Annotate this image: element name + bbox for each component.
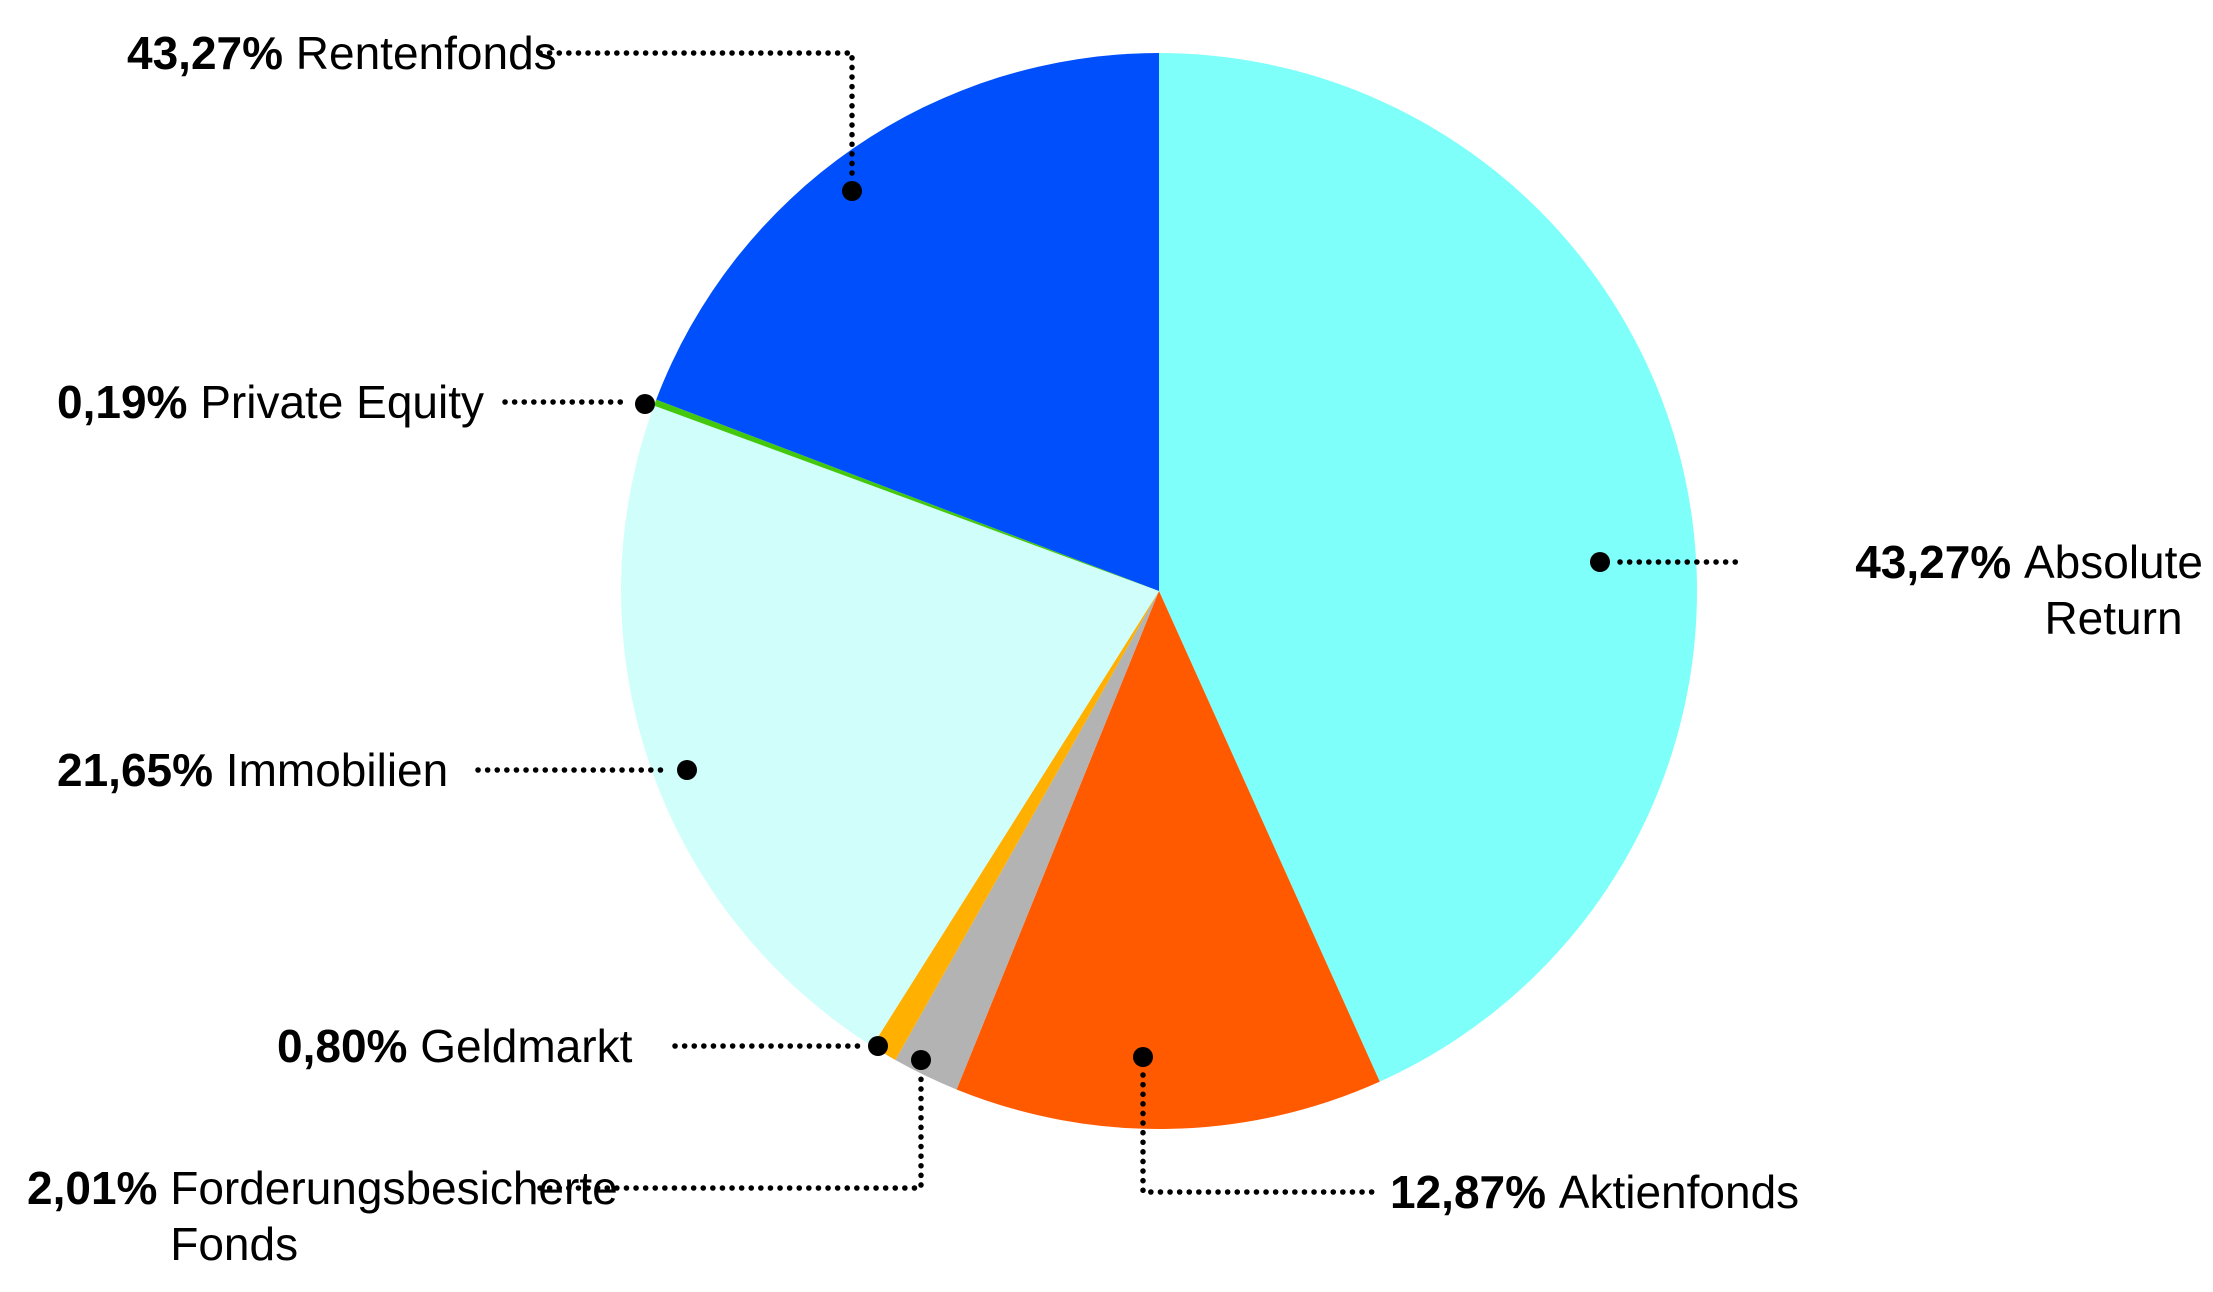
segment-value-rentenfonds: 43,27% bbox=[127, 27, 284, 79]
segment-label-forderungsbesicherte-fonds: 2,01% Forderungsbesicherte Fonds bbox=[27, 1160, 618, 1272]
leader-dot-private-equity bbox=[635, 394, 655, 414]
segment-value-forderungsbesicherte-fonds: 2,01% bbox=[27, 1162, 158, 1214]
segment-label-absolute-return: 43,27% Absolute Return bbox=[1855, 534, 2203, 646]
segment-value-aktienfonds: 12,87% bbox=[1390, 1166, 1547, 1218]
segment-name-rentenfonds: Rentenfonds bbox=[295, 27, 557, 79]
segment-label-immobilien: 21,65% Immobilien bbox=[57, 742, 448, 798]
leader-line-rentenfonds bbox=[537, 50, 855, 179]
segment-name-immobilien: Immobilien bbox=[225, 744, 449, 796]
segment-value-geldmarkt: 0,80% bbox=[277, 1020, 408, 1072]
leader-dot-forderungsbesicherte-fonds bbox=[911, 1050, 931, 1070]
leader-dot-geldmarkt bbox=[868, 1036, 888, 1056]
segment-name-geldmarkt: Geldmarkt bbox=[420, 1020, 633, 1072]
segment-name-private-equity: Private Equity bbox=[200, 376, 485, 428]
pie-segment-geldmarkt bbox=[872, 591, 1159, 1060]
segment-label-rentenfonds: 43,27% Rentenfonds bbox=[127, 25, 557, 81]
segment-name-forderungsbesicherte-fonds: Forderungsbesicherte Fonds bbox=[170, 1162, 618, 1270]
pie-segment-aktienfonds bbox=[956, 591, 1380, 1129]
segment-label-private-equity: 0,19% Private Equity bbox=[57, 374, 484, 430]
segment-label-aktienfonds: 12,87% Aktienfonds bbox=[1390, 1164, 1799, 1220]
pie-segment-forderungsbesicherte-fonds bbox=[895, 591, 1159, 1090]
pie-segment-immobilien bbox=[621, 405, 1159, 1047]
leader-line-forderungsbesicherte-fonds bbox=[537, 1075, 924, 1191]
leader-dot-absolute-return bbox=[1590, 552, 1610, 572]
leader-dot-rentenfonds bbox=[842, 181, 862, 201]
segment-label-geldmarkt: 0,80% Geldmarkt bbox=[277, 1018, 632, 1074]
leader-dot-immobilien bbox=[677, 760, 697, 780]
segment-name-absolute-return: Absolute Return bbox=[2023, 536, 2203, 644]
pie-segment-rentenfonds bbox=[656, 53, 1159, 591]
pie-segment-absolute-return bbox=[1159, 53, 1697, 1082]
segment-value-absolute-return: 43,27% bbox=[1855, 536, 2012, 588]
leader-dot-aktienfonds bbox=[1133, 1047, 1153, 1067]
pie-segment-private-equity bbox=[653, 399, 1159, 591]
segment-value-immobilien: 21,65% bbox=[57, 744, 214, 796]
leader-line-aktienfonds bbox=[1140, 1072, 1378, 1195]
segment-name-aktienfonds: Aktienfonds bbox=[1558, 1166, 1800, 1218]
segment-value-private-equity: 0,19% bbox=[57, 376, 188, 428]
